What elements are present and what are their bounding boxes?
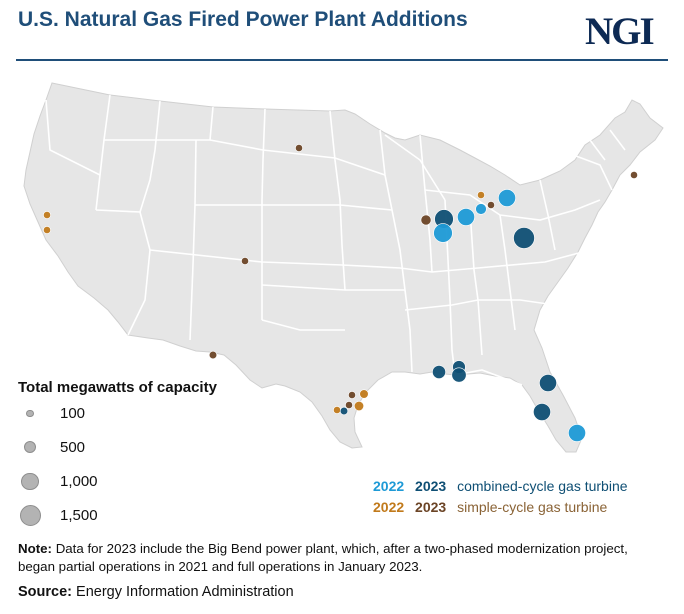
ngi-logo: NGI [585, 10, 655, 53]
capacity-legend-circle [19, 505, 41, 526]
capacity-legend-row: 1,000 [21, 473, 98, 491]
capacity-legend-circle [26, 410, 34, 418]
border-line [329, 110, 346, 291]
source-text: Energy Information Administration [76, 584, 294, 600]
legend-year-2022: 2022 [373, 499, 405, 515]
capacity-legend-circle [23, 441, 37, 454]
border-line [195, 204, 393, 211]
capacity-legend-title: Total megawatts of capacity [18, 379, 217, 396]
capacity-legend-row: 100 [26, 405, 85, 422]
legend-label-combined-cycle: combined-cycle gas turbine [457, 478, 628, 494]
capacity-legend-label: 1,000 [59, 473, 98, 491]
border-line [261, 284, 405, 291]
note-label: Note: [18, 541, 52, 556]
plant-marker-combined-cycle-2023 [432, 365, 446, 379]
plant-marker-simple-cycle-2022 [333, 406, 341, 414]
capacity-legend: Total megawatts of capacity 100 500 1,000 1… [18, 379, 217, 526]
legend-row-combined-cycle: 2022 2023 combined-cycle gas turbine [373, 478, 635, 499]
plant-marker-combined-cycle-2023 [451, 367, 467, 383]
plant-marker-simple-cycle-2023 [348, 391, 356, 399]
plant-marker-simple-cycle-2022 [359, 389, 369, 399]
border-line [469, 209, 483, 356]
plant-marker-simple-cycle-2023 [487, 201, 495, 209]
source-line: Source: Energy Information Administratio… [18, 584, 294, 600]
plant-marker-combined-cycle-2022 [475, 203, 487, 215]
plant-marker-simple-cycle-2022 [43, 226, 51, 234]
plant-marker-combined-cycle-2022 [433, 223, 453, 243]
border-line [95, 94, 111, 211]
capacity-legend-label: 1,500 [60, 507, 98, 524]
us-map [23, 82, 664, 453]
legend-row-simple-cycle: 2022 2023 simple-cycle gas turbine [373, 499, 635, 520]
border-line [609, 129, 626, 151]
border-line [384, 134, 446, 201]
capacity-legend-label: 500 [59, 438, 86, 456]
legend-year-2022: 2022 [373, 478, 405, 494]
plant-markers [43, 144, 638, 442]
plant-marker-simple-cycle-2023 [208, 350, 218, 360]
plant-marker-combined-cycle-2022 [568, 424, 586, 442]
footnote: Note: Data for 2023 include the Big Bend… [18, 540, 668, 576]
border-line [404, 299, 556, 311]
plant-marker-simple-cycle-2023 [295, 144, 303, 152]
page-title: U.S. Natural Gas Fired Power Plant Addit… [18, 8, 468, 31]
plant-marker-simple-cycle-2023 [241, 257, 249, 265]
capacity-legend-circle [21, 473, 39, 491]
title-divider [16, 59, 668, 61]
plant-marker-combined-cycle-2022 [457, 208, 475, 226]
border-line [589, 139, 606, 161]
plant-marker-combined-cycle-2023 [539, 374, 557, 392]
type-legend: 2022 2023 combined-cycle gas turbine 202… [373, 478, 635, 520]
capacity-legend-row: 1,500 [19, 505, 98, 526]
plant-marker-simple-cycle-2022 [43, 211, 51, 219]
legend-label-simple-cycle: simple-cycle gas turbine [457, 499, 608, 515]
border-line [139, 100, 161, 213]
plant-marker-combined-cycle-2023 [513, 227, 535, 249]
plant-marker-simple-cycle-2023 [630, 171, 638, 179]
plant-marker-combined-cycle-2023 [339, 406, 349, 416]
border-line [499, 214, 516, 331]
source-label: Source: [18, 584, 72, 600]
border-line [261, 319, 345, 331]
plant-marker-simple-cycle-2023 [420, 214, 432, 226]
legend-year-2023: 2023 [415, 478, 447, 494]
plant-marker-combined-cycle-2022 [498, 189, 516, 207]
border-line [261, 108, 266, 320]
plant-marker-simple-cycle-2023 [345, 401, 353, 409]
border-line [539, 179, 556, 251]
legend-year-2023: 2023 [415, 499, 447, 515]
capacity-legend-row: 500 [23, 439, 85, 456]
border-line [424, 189, 601, 221]
capacity-legend-label: 100 [59, 405, 86, 423]
border-line [209, 139, 386, 176]
plant-marker-combined-cycle-2023 [533, 403, 551, 421]
border-line [149, 249, 591, 273]
border-line [559, 149, 613, 191]
note-text: Data for 2023 include the Big Bend power… [18, 541, 628, 574]
plant-marker-simple-cycle-2022 [477, 191, 485, 199]
border-line [189, 139, 197, 341]
plant-marker-simple-cycle-2022 [353, 400, 364, 411]
border-line [45, 99, 101, 176]
